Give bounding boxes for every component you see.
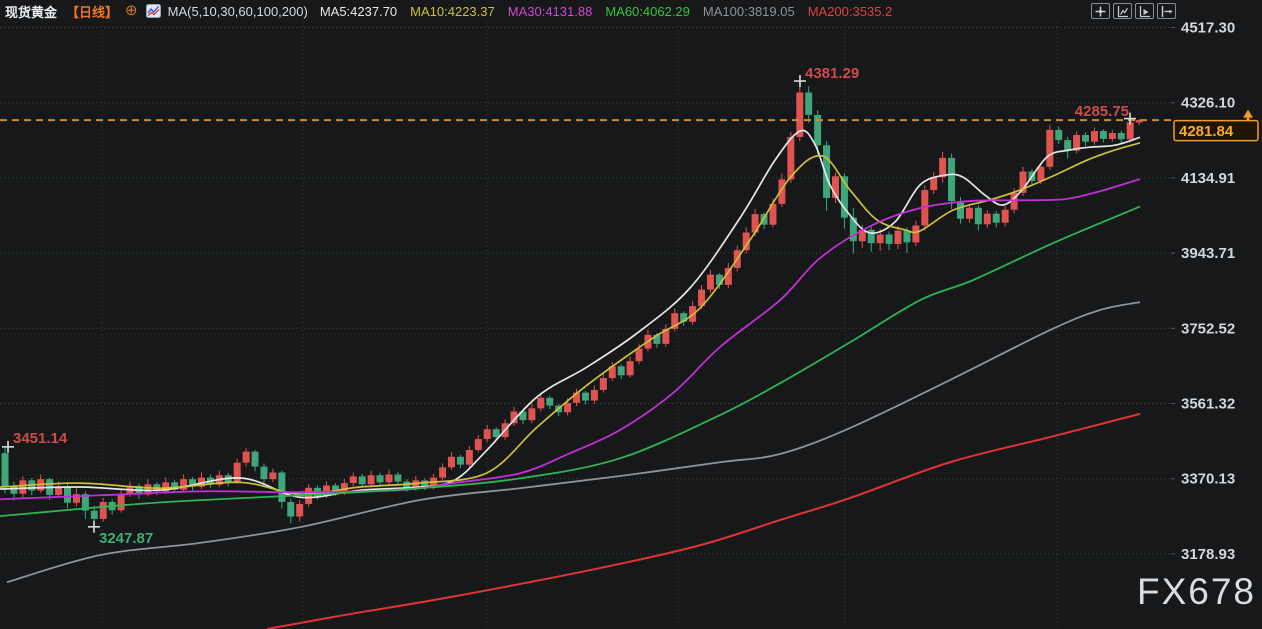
ma-line-MA100 <box>6 301 1141 584</box>
crosshair-move-icon[interactable] <box>1091 3 1110 19</box>
price-annotation: 3247.87 <box>99 530 153 547</box>
price-annotation: 3451.14 <box>13 430 68 447</box>
y-axis-scale-icon[interactable] <box>1113 3 1132 19</box>
ma-line-MA60 <box>0 205 1141 518</box>
price-up-arrow-icon <box>1243 109 1253 118</box>
add-indicator-icon[interactable]: ⊕ <box>125 2 138 19</box>
ma-value-3: MA60:4062.29 <box>605 3 690 19</box>
price-axis: 4517.30 4326.10 4134.91 3943.71 3752.52 3561.… <box>1171 20 1235 563</box>
timeframe-label[interactable]: 【日线】 <box>66 4 119 20</box>
price-annotation: 4285.75 <box>1075 103 1129 120</box>
ma-settings-label[interactable]: MA(5,10,30,60,100,200) <box>167 3 308 19</box>
auto-play-icon[interactable] <box>1135 3 1154 19</box>
current-price-value: 4281.84 <box>1179 123 1234 140</box>
ma-value-1: MA10:4223.37 <box>410 3 495 19</box>
y-axis-label: 3178.93 <box>1181 546 1235 563</box>
price-annotation: 4381.29 <box>805 65 859 82</box>
ma-line-MA10 <box>0 142 1141 495</box>
y-axis-label: 3370.13 <box>1181 471 1235 488</box>
y-axis-label: 3943.71 <box>1181 245 1235 262</box>
y-axis-label: 3561.32 <box>1181 396 1235 413</box>
ma-line-MA30 <box>0 178 1141 501</box>
pan-right-icon[interactable] <box>1157 3 1176 19</box>
ma-value-2: MA30:4131.88 <box>507 3 593 19</box>
chart-toolbar <box>1091 3 1176 19</box>
y-axis-label: 3752.52 <box>1181 320 1235 337</box>
current-price-badge[interactable]: 4281.84 <box>1173 109 1259 142</box>
watermark: FX678 <box>1137 571 1256 612</box>
y-axis-label: 4134.91 <box>1181 170 1235 187</box>
y-axis-label: 4517.30 <box>1181 20 1235 37</box>
ma-value-4: MA100:3819.05 <box>702 3 795 19</box>
kline-style-icon[interactable] <box>145 4 161 18</box>
symbol-name: 现货黄金 <box>5 4 58 20</box>
chart-header: 现货黄金 【日线】 ⊕ MA(5,10,30,60,100,200) MA5:4… <box>0 0 1262 22</box>
ma-value-0: MA5:4237.70 <box>319 3 398 19</box>
price-annotations: 3451.14 3247.87 4381.29 4285.75 <box>2 65 1136 547</box>
y-axis-label: 4326.10 <box>1181 95 1235 112</box>
ma-value-5: MA200:3535.2 <box>807 3 893 19</box>
ma-line-MA200 <box>266 412 1141 629</box>
